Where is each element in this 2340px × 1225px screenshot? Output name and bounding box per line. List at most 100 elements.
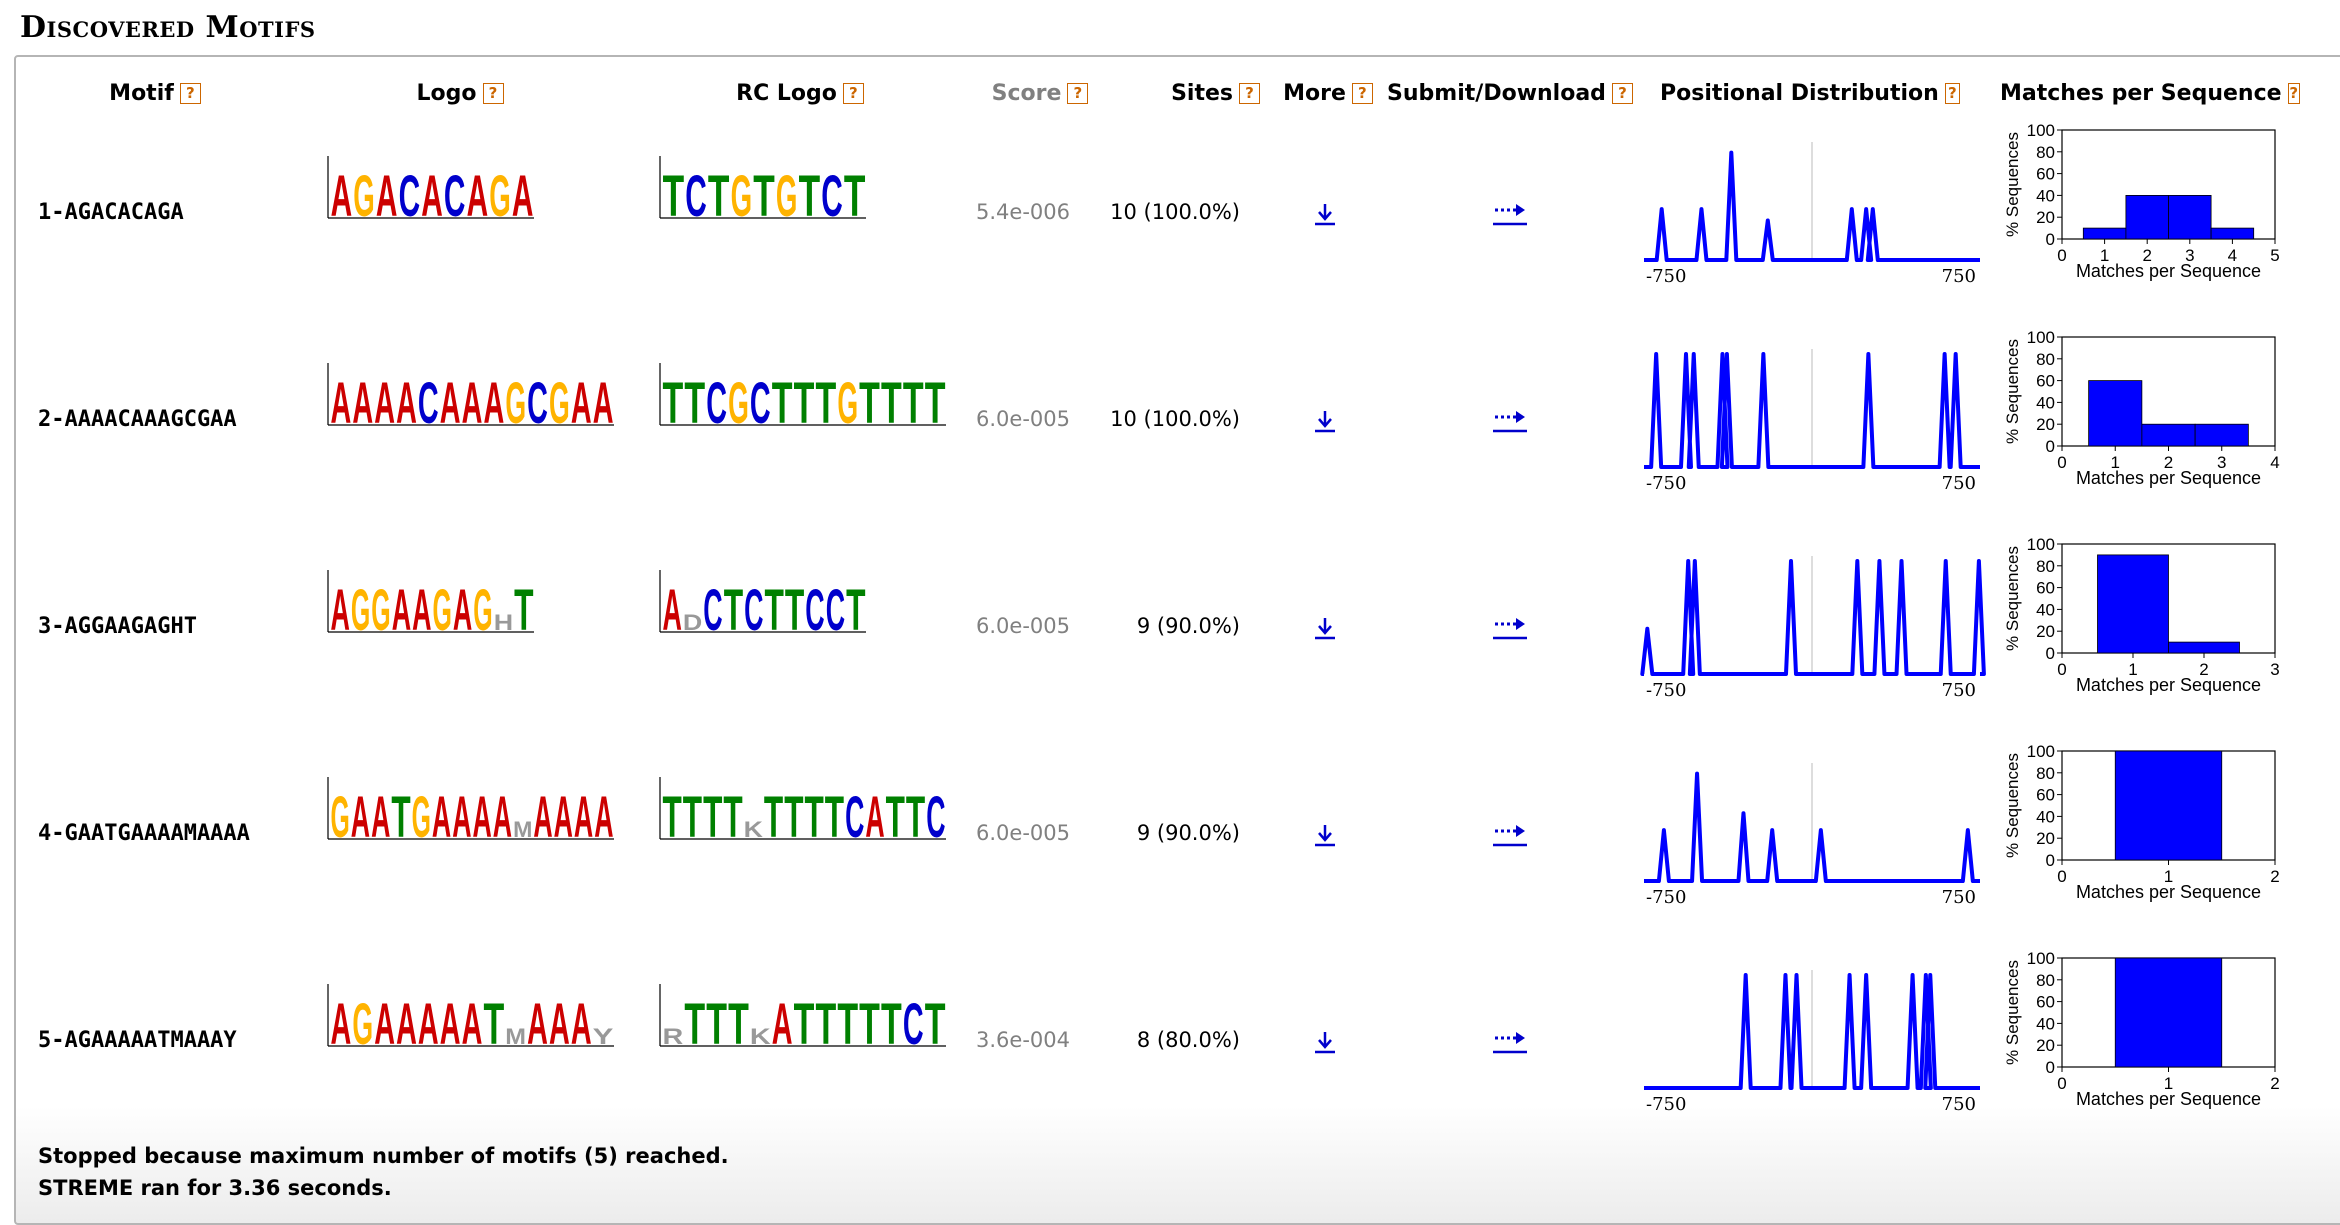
submit-download-button[interactable]: [1492, 940, 1528, 1140]
logo-letter: C: [744, 578, 763, 643]
submit-download-button[interactable]: [1492, 319, 1528, 519]
help-question-icon[interactable]: ?: [1611, 82, 1633, 104]
pd-axis-min: -750: [1646, 1094, 1686, 1115]
download-arrow-icon[interactable]: [1312, 817, 1338, 849]
logo-letter: A: [452, 785, 471, 850]
logo-letter: T: [723, 785, 742, 850]
mps-x-tick: 1: [2128, 660, 2137, 679]
motif-score: 3.6e-004: [976, 1028, 1070, 1052]
logo-letter: A: [594, 785, 613, 850]
logo-letter: C: [703, 578, 722, 643]
help-question-icon[interactable]: ?: [482, 82, 504, 104]
help-question-icon[interactable]: ?: [2287, 82, 2300, 104]
logo-letter: A: [571, 371, 592, 436]
logo-letter: R: [663, 1024, 684, 1049]
logo-letter: A: [453, 578, 472, 643]
header-positional-distribution: Positional Distribution?: [1660, 76, 1960, 110]
dotted-arrow-right-icon[interactable]: [1492, 196, 1528, 228]
positional-distribution: -750 750: [1640, 955, 2000, 1129]
more-button[interactable]: [1312, 319, 1338, 519]
dotted-arrow-right-icon[interactable]: [1492, 610, 1528, 642]
mps-y-tick: 0: [2046, 644, 2055, 663]
logo-letter: G: [837, 371, 858, 436]
mps-y-tick: 80: [2036, 350, 2055, 369]
help-question-icon[interactable]: ?: [842, 82, 864, 104]
logo-letter: T: [764, 785, 783, 850]
download-arrow-icon[interactable]: [1312, 196, 1338, 228]
logo-letter: T: [859, 992, 880, 1057]
motif-score: 6.0e-005: [976, 407, 1070, 431]
logo-letter: T: [815, 992, 836, 1057]
motif-id[interactable]: 1-AGACACAGA: [38, 199, 184, 225]
logo-letter: A: [331, 578, 350, 643]
submit-download-button[interactable]: [1492, 112, 1528, 312]
logo-letter: A: [663, 578, 682, 643]
mps-y-tick: 100: [2027, 743, 2055, 761]
mps-y-tick: 20: [2036, 1036, 2055, 1055]
help-question-icon[interactable]: ?: [1351, 82, 1373, 104]
help-question-icon[interactable]: ?: [179, 82, 201, 104]
more-button[interactable]: [1312, 526, 1338, 726]
motif-id[interactable]: 4-GAATGAAAAMAAAA: [38, 820, 250, 846]
download-arrow-icon[interactable]: [1312, 610, 1338, 642]
mps-y-label: % Sequences: [2003, 960, 2022, 1065]
dotted-arrow-right-icon[interactable]: [1492, 403, 1528, 435]
positional-distribution-plot: -750 750: [1644, 349, 1980, 494]
mps-y-label: % Sequences: [2003, 546, 2022, 651]
download-arrow-icon[interactable]: [1312, 403, 1338, 435]
motif-id[interactable]: 5-AGAAAAATMAAAY: [38, 1027, 237, 1053]
table-row: 5-AGAAAAATMAAAY A G A A A A A T M A A A Y R T T T K A T T T T T C…: [0, 940, 2340, 1140]
matches-per-sequence: % Sequences 0 20 40 60 80 100 0 1 2 3 4 Matches per …: [2000, 328, 2300, 513]
more-button[interactable]: [1312, 112, 1338, 312]
motif-id[interactable]: 3-AGGAAGAGHT: [38, 613, 197, 639]
dotted-arrow-right-icon[interactable]: [1492, 817, 1528, 849]
logo-letter: A: [396, 371, 417, 436]
logo-letter: G: [412, 785, 431, 850]
logo-letter: T: [708, 164, 730, 229]
logo-letter: T: [784, 785, 803, 850]
logo-letter: A: [440, 371, 461, 436]
submit-download-button[interactable]: [1492, 526, 1528, 726]
download-arrow-icon[interactable]: [1312, 1024, 1338, 1056]
logo-letter: G: [728, 371, 749, 436]
logo-letter: A: [392, 578, 411, 643]
help-question-icon[interactable]: ?: [1067, 82, 1089, 104]
logo-letter: T: [881, 992, 902, 1057]
header-sites: Sites?: [1140, 76, 1260, 110]
logo-letter: M: [505, 1024, 526, 1049]
mps-x-label: Matches per Sequence: [2076, 1089, 2261, 1109]
more-button[interactable]: [1312, 940, 1338, 1140]
dotted-arrow-right-icon[interactable]: [1492, 1024, 1528, 1056]
distribution-line: [1644, 150, 1980, 262]
matches-per-sequence: % Sequences 0 20 40 60 80 100 0 1 2 3 4 5 Matches per…: [2000, 121, 2300, 306]
motif-id[interactable]: 2-AAAACAAAGCGAA: [38, 406, 237, 432]
table-row: 3-AGGAAGAGHT A G G A A G A G H T A D C T C T T C C T 6.0e-005…: [0, 526, 2340, 726]
mps-bar: [2114, 750, 2223, 861]
help-question-icon[interactable]: ?: [1944, 82, 1960, 104]
help-question-icon[interactable]: ?: [1239, 82, 1260, 104]
logo-letter: A: [462, 371, 483, 436]
matches-per-sequence: % Sequences 0 20 40 60 80 100 0 1 2 Matches per Se…: [2000, 742, 2300, 927]
submit-download-button[interactable]: [1492, 733, 1528, 933]
more-button[interactable]: [1312, 733, 1338, 933]
